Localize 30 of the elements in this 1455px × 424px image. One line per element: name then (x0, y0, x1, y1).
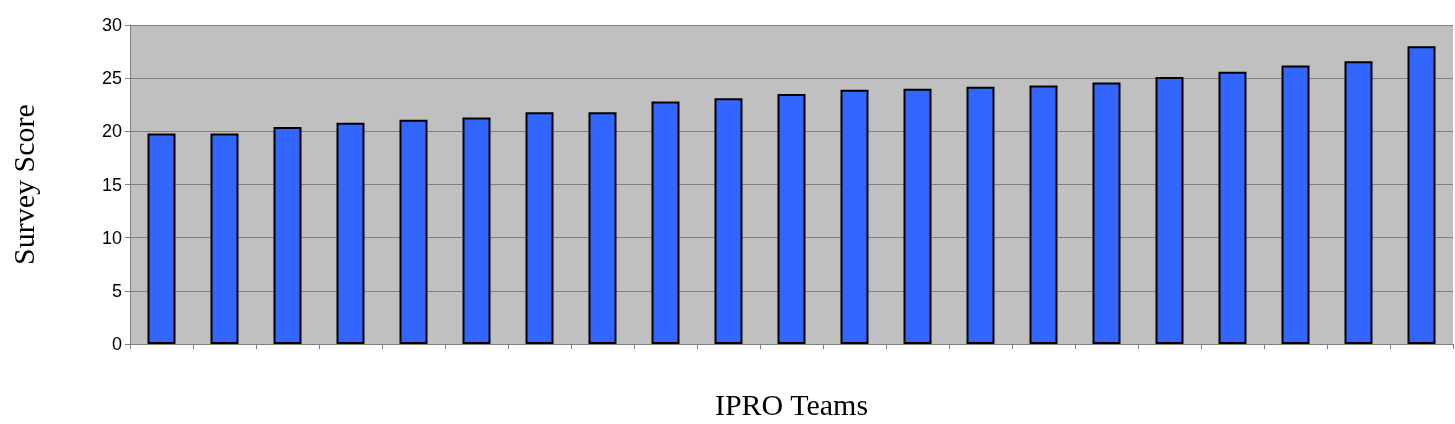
bar (714, 98, 743, 344)
y-tick-label: 5 (111, 280, 122, 301)
bar (1407, 46, 1436, 344)
y-axis-title: Survey Score (6, 104, 40, 265)
bar (525, 112, 554, 344)
y-tick-label: 15 (101, 174, 122, 195)
bar (1218, 71, 1247, 344)
y-tick-label: 0 (111, 334, 122, 354)
bar (273, 127, 302, 344)
bar (1155, 77, 1184, 344)
y-tick-label: 10 (101, 227, 122, 248)
y-tick-label: 20 (101, 121, 122, 142)
bar (1029, 85, 1058, 344)
bar (210, 133, 239, 344)
bar (651, 101, 680, 344)
bar (1344, 61, 1373, 344)
y-tick-label: 30 (101, 15, 122, 35)
y-tick-label: 25 (101, 68, 122, 89)
bar (147, 133, 176, 344)
bar (903, 88, 932, 344)
bar (966, 86, 995, 344)
bar (777, 94, 806, 344)
bar (1092, 82, 1121, 344)
bar (840, 89, 869, 344)
x-axis-title: IPRO Teams (714, 387, 869, 421)
bar (1281, 65, 1310, 344)
bar (399, 119, 428, 344)
bar (462, 117, 491, 344)
bar (336, 122, 365, 344)
bar (588, 112, 617, 344)
